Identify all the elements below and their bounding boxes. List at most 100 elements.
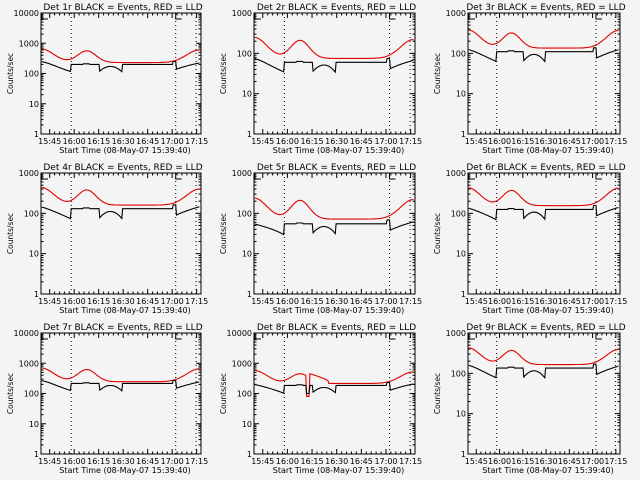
eclipse-marker <box>468 12 475 20</box>
x-tick-label: 15:45 <box>251 297 274 306</box>
plot-frame <box>40 172 202 295</box>
eclipse-marker <box>595 332 602 340</box>
y-tick-label: 10 <box>456 90 466 99</box>
x-tick-label: 15:45 <box>38 137 61 146</box>
x-tick-label: 17:15 <box>604 137 627 146</box>
x-tick-label: 17:15 <box>399 297 422 306</box>
eclipse-marker <box>41 172 48 180</box>
x-tick-label: 16:15 <box>87 457 110 466</box>
x-tick-label: 15:45 <box>465 457 488 466</box>
panel-5: Det 5r BLACK = Events, RED = LLD 1 10 100 10… <box>219 163 422 315</box>
x-tick-label: 16:45 <box>558 297 581 306</box>
panel-4: Det 4r BLACK = Events, RED = LLD 1 10 100 10… <box>6 163 208 315</box>
x-tick-label: 16:30 <box>535 457 558 466</box>
panel-title: Det 8r BLACK = Events, RED = LLD <box>257 323 416 333</box>
x-tick-label: 15:45 <box>38 457 61 466</box>
y-tick-label: 1 <box>247 450 252 459</box>
events-series-line <box>41 60 200 73</box>
x-tick-label: 16:45 <box>136 457 159 466</box>
y-tick-label: 1000 <box>19 169 39 178</box>
x-axis-label: Start Time (08-May-07 15:39:40) <box>273 146 404 155</box>
y-axis-label: Counts/sec <box>6 53 15 94</box>
eclipse-marker <box>595 12 602 20</box>
x-tick-label: 15:45 <box>251 137 274 146</box>
y-tick-label: 1 <box>247 290 252 299</box>
x-tick-label: 16:15 <box>87 137 110 146</box>
y-tick-label: 1000 <box>19 359 39 368</box>
events-series-line <box>254 381 414 395</box>
x-tick-label: 17:00 <box>374 457 397 466</box>
x-tick-label: 16:15 <box>301 137 324 146</box>
y-tick-label: 100 <box>237 209 252 218</box>
x-tick-label: 17:15 <box>185 457 208 466</box>
y-tick-label: 100 <box>237 49 252 58</box>
y-axis-label: Counts/sec <box>433 373 442 414</box>
x-axis-label: Start Time (08-May-07 15:39:40) <box>59 306 190 315</box>
panel-9: Det 9r BLACK = Events, RED = LLD 1 10 100 10… <box>433 323 627 475</box>
y-tick-label: 1 <box>461 290 466 299</box>
x-axis-label: Start Time (08-May-07 15:39:40) <box>273 306 404 315</box>
eclipse-marker <box>175 12 182 20</box>
eclipse-marker <box>254 12 261 20</box>
x-tick-label: 16:45 <box>350 457 373 466</box>
x-tick-label: 16:30 <box>112 137 135 146</box>
x-tick-label: 17:15 <box>185 137 208 146</box>
x-tick-label: 16:45 <box>136 297 159 306</box>
y-tick-label: 10000 <box>14 9 39 18</box>
lld-series-line <box>41 186 200 206</box>
y-tick-label: 10 <box>29 250 39 259</box>
x-tick-label: 16:30 <box>325 137 348 146</box>
x-tick-label: 17:15 <box>399 137 422 146</box>
x-tick-label: 16:30 <box>535 137 558 146</box>
x-tick-label: 17:00 <box>581 297 604 306</box>
eclipse-marker <box>595 172 602 180</box>
plot-frame <box>467 12 621 135</box>
y-tick-label: 10 <box>456 410 466 419</box>
y-tick-label: 1 <box>461 130 466 139</box>
panel-6: Det 6r BLACK = Events, RED = LLD 1 10 100 10… <box>433 163 627 315</box>
lld-series-line <box>254 197 414 220</box>
panel-3: Det 3r BLACK = Events, RED = LLD 1 10 100 10… <box>433 3 627 155</box>
eclipse-marker <box>41 332 48 340</box>
events-series-line <box>41 379 200 393</box>
y-tick-label: 10 <box>242 250 252 259</box>
panel-1: Det 1r BLACK = Events, RED = LLD 1 10 100 10… <box>6 3 208 155</box>
y-tick-label: 100 <box>24 390 39 399</box>
x-tick-label: 16:00 <box>488 137 511 146</box>
x-tick-label: 17:00 <box>161 457 184 466</box>
panel-7: Det 7r BLACK = Events, RED = LLD 1 10 100 10… <box>6 323 208 475</box>
y-tick-label: 1 <box>34 290 39 299</box>
x-tick-label: 16:45 <box>558 457 581 466</box>
x-tick-label: 17:00 <box>374 137 397 146</box>
eclipse-marker <box>41 12 48 20</box>
y-tick-label: 100 <box>237 390 252 399</box>
events-series-line <box>254 57 414 74</box>
x-tick-label: 17:00 <box>161 137 184 146</box>
plot-frame <box>253 332 416 455</box>
x-tick-label: 16:30 <box>325 297 348 306</box>
x-tick-label: 15:45 <box>38 297 61 306</box>
eclipse-marker <box>254 332 261 340</box>
lld-series-line <box>41 48 200 64</box>
panel-title: Det 1r BLACK = Events, RED = LLD <box>43 3 202 13</box>
x-tick-label: 17:15 <box>185 297 208 306</box>
eclipse-marker <box>254 172 261 180</box>
x-tick-label: 16:00 <box>63 457 86 466</box>
y-tick-label: 100 <box>24 70 39 79</box>
y-tick-label: 100 <box>24 209 39 218</box>
lld-series-line <box>254 36 414 59</box>
x-axis-label: Start Time (08-May-07 15:39:40) <box>59 146 190 155</box>
y-axis-label: Counts/sec <box>6 373 15 414</box>
x-tick-label: 16:00 <box>488 297 511 306</box>
x-tick-label: 16:00 <box>276 137 299 146</box>
y-tick-label: 10 <box>29 100 39 109</box>
y-tick-label: 1000 <box>232 9 252 18</box>
y-tick-label: 1000 <box>446 329 466 338</box>
lld-series-line <box>468 347 619 366</box>
y-axis-label: Counts/sec <box>219 213 228 254</box>
eclipse-marker <box>389 332 396 340</box>
y-tick-label: 10 <box>456 250 466 259</box>
y-tick-label: 100 <box>451 209 466 218</box>
eclipse-marker <box>175 332 182 340</box>
